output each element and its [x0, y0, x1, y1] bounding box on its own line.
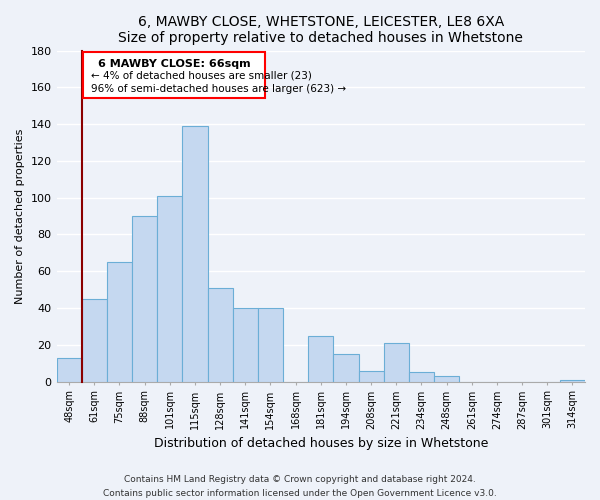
- Bar: [409, 372, 434, 382]
- Bar: [208, 288, 233, 382]
- Text: Contains HM Land Registry data © Crown copyright and database right 2024.
Contai: Contains HM Land Registry data © Crown c…: [103, 476, 497, 498]
- Bar: [434, 376, 459, 382]
- Bar: [560, 380, 585, 382]
- Bar: [359, 370, 383, 382]
- Bar: [308, 336, 334, 382]
- FancyBboxPatch shape: [83, 52, 265, 98]
- Title: 6, MAWBY CLOSE, WHETSTONE, LEICESTER, LE8 6XA
Size of property relative to detac: 6, MAWBY CLOSE, WHETSTONE, LEICESTER, LE…: [118, 15, 523, 45]
- Text: 96% of semi-detached houses are larger (623) →: 96% of semi-detached houses are larger (…: [91, 84, 346, 94]
- Bar: [132, 216, 157, 382]
- Y-axis label: Number of detached properties: Number of detached properties: [15, 128, 25, 304]
- Text: 6 MAWBY CLOSE: 66sqm: 6 MAWBY CLOSE: 66sqm: [98, 59, 250, 69]
- Text: ← 4% of detached houses are smaller (23): ← 4% of detached houses are smaller (23): [91, 71, 311, 81]
- Bar: [182, 126, 208, 382]
- Bar: [56, 358, 82, 382]
- Bar: [334, 354, 359, 382]
- X-axis label: Distribution of detached houses by size in Whetstone: Distribution of detached houses by size …: [154, 437, 488, 450]
- Bar: [82, 299, 107, 382]
- Bar: [383, 343, 409, 382]
- Bar: [157, 196, 182, 382]
- Bar: [258, 308, 283, 382]
- Bar: [233, 308, 258, 382]
- Bar: [107, 262, 132, 382]
